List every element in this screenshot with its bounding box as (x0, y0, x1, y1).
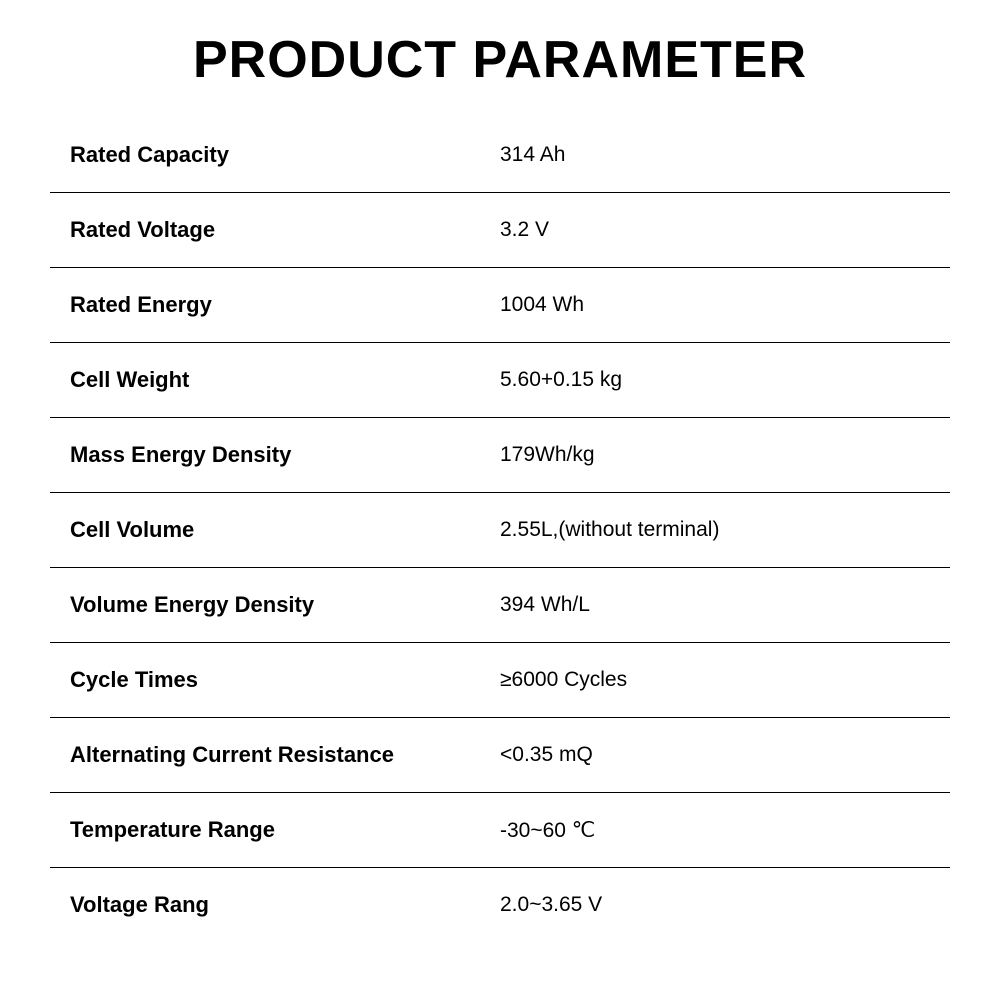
param-value: 5.60+0.15 kg (500, 368, 930, 392)
param-value: 394 Wh/L (500, 593, 930, 617)
param-value: <0.35 mQ (500, 743, 930, 767)
table-row: Mass Energy Density 179Wh/kg (50, 418, 950, 493)
table-row: Volume Energy Density 394 Wh/L (50, 568, 950, 643)
param-label: Alternating Current Resistance (70, 742, 500, 768)
param-label: Rated Energy (70, 292, 500, 318)
table-row: Cell Weight 5.60+0.15 kg (50, 343, 950, 418)
param-value: 314 Ah (500, 143, 930, 167)
param-value: 2.0~3.65 V (500, 893, 930, 917)
table-row: Voltage Rang 2.0~3.65 V (50, 868, 950, 942)
param-label: Cell Volume (70, 517, 500, 543)
table-row: Temperature Range -30~60 ℃ (50, 793, 950, 868)
param-label: Cycle Times (70, 667, 500, 693)
table-row: Rated Capacity 314 Ah (50, 118, 950, 193)
param-label: Volume Energy Density (70, 592, 500, 618)
param-value: -30~60 ℃ (500, 818, 930, 843)
table-row: Alternating Current Resistance <0.35 mQ (50, 718, 950, 793)
param-label: Temperature Range (70, 817, 500, 843)
table-row: Cell Volume 2.55L,(without terminal) (50, 493, 950, 568)
param-value: 2.55L,(without terminal) (500, 518, 930, 542)
table-row: Rated Voltage 3.2 V (50, 193, 950, 268)
param-value: 3.2 V (500, 218, 930, 242)
param-label: Rated Voltage (70, 217, 500, 243)
page-title: PRODUCT PARAMETER (50, 30, 950, 90)
param-label: Mass Energy Density (70, 442, 500, 468)
param-label: Cell Weight (70, 367, 500, 393)
param-label: Voltage Rang (70, 892, 500, 918)
param-value: 1004 Wh (500, 293, 930, 317)
param-value: ≥6000 Cycles (500, 668, 930, 692)
parameter-table: Rated Capacity 314 Ah Rated Voltage 3.2 … (50, 118, 950, 942)
table-row: Rated Energy 1004 Wh (50, 268, 950, 343)
param-value: 179Wh/kg (500, 443, 930, 467)
param-label: Rated Capacity (70, 142, 500, 168)
table-row: Cycle Times ≥6000 Cycles (50, 643, 950, 718)
